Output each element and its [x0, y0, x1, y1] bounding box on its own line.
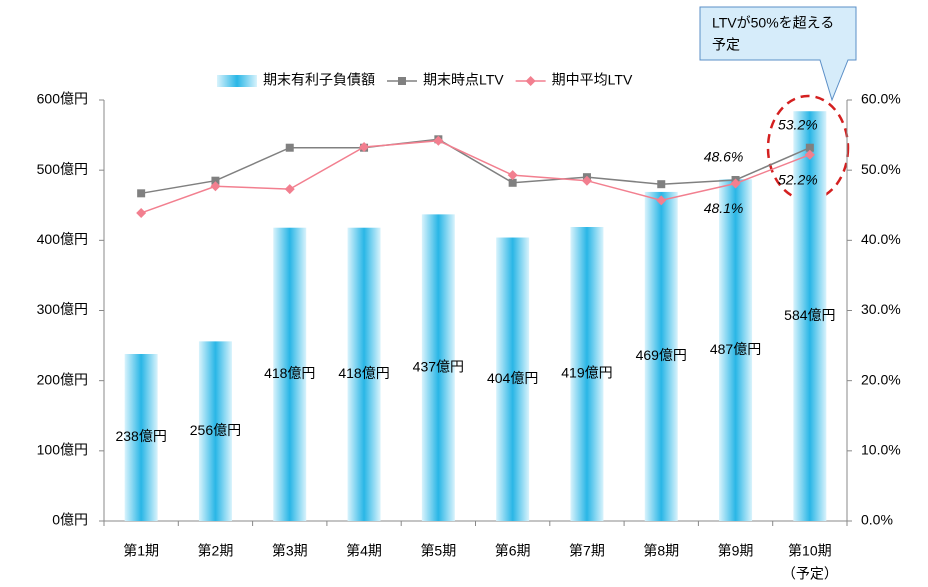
marker — [656, 195, 667, 206]
line — [141, 138, 811, 195]
bar-value-label: 404億円 — [487, 370, 538, 386]
y2-tick-label: 40.0% — [861, 231, 901, 247]
x-tick-label: 第1期 — [123, 543, 159, 559]
bar-value-label: 418億円 — [338, 365, 389, 381]
x-tick-label: 第10期 — [788, 543, 832, 559]
bar — [421, 214, 455, 521]
y2-tick-label: 10.0% — [861, 442, 901, 458]
bar-value-label: 418億円 — [264, 365, 315, 381]
bar — [124, 354, 158, 521]
bar-value-label: 419億円 — [561, 365, 612, 381]
y2-tick-label: 50.0% — [861, 161, 901, 177]
y2-tick-label: 0.0% — [861, 512, 893, 528]
x-tick-note: （予定） — [782, 566, 838, 582]
x-tick-label: 第5期 — [420, 543, 456, 559]
x-tick-label: 第3期 — [272, 543, 308, 559]
x-tick-label: 第2期 — [198, 543, 234, 559]
marker — [507, 170, 518, 181]
bar-value-label: 584億円 — [784, 307, 835, 323]
marker — [508, 178, 517, 187]
marker — [804, 149, 815, 160]
marker — [137, 189, 146, 198]
x-tick-label: 第4期 — [346, 543, 382, 559]
legend-label: 期末有利子負債額 — [263, 72, 375, 88]
line-value-label: 53.2% — [778, 116, 818, 132]
bar — [496, 237, 530, 521]
y-tick-label: 500億円 — [37, 161, 88, 177]
marker — [210, 181, 221, 192]
bar-value-label: 469億円 — [636, 347, 687, 363]
highlight-ellipse — [766, 94, 850, 202]
legend-marker — [525, 76, 536, 86]
marker — [805, 143, 814, 152]
callout-text: 予定 — [712, 37, 740, 53]
legend-marker — [398, 77, 406, 85]
callout: LTVが50%を超える 予定 — [699, 6, 857, 102]
callout-text: LTVが50%を超える — [712, 15, 834, 31]
legend-item: 期中平均LTV — [515, 72, 633, 88]
x-tick-label: 第6期 — [495, 543, 531, 559]
line — [140, 139, 811, 214]
legend-label: 期末時点LTV — [423, 72, 504, 88]
y-tick-label: 100億円 — [37, 442, 88, 458]
legend-item: 期末時点LTV — [387, 72, 504, 88]
y2-tick-label: 30.0% — [861, 301, 901, 317]
bar — [793, 111, 827, 521]
marker — [359, 142, 370, 153]
marker — [285, 143, 294, 152]
line-value-label: 48.1% — [704, 200, 744, 216]
marker — [284, 184, 295, 195]
bar — [273, 227, 307, 521]
marker — [657, 180, 666, 189]
marker — [136, 207, 147, 218]
bar-value-label: 238億円 — [115, 428, 166, 444]
legend-label: 期中平均LTV — [552, 72, 633, 88]
marker — [211, 176, 220, 185]
y-tick-label: 0億円 — [52, 512, 88, 528]
y-tick-label: 400億円 — [37, 231, 88, 247]
marker — [433, 135, 444, 146]
bar-value-label: 487億円 — [710, 341, 761, 357]
bar — [644, 191, 678, 521]
marker — [730, 178, 741, 189]
line-value-label: 52.2% — [778, 171, 818, 187]
bar — [198, 341, 232, 521]
y2-tick-label: 60.0% — [861, 91, 901, 107]
x-tick-label: 第9期 — [718, 543, 754, 559]
line-value-label: 48.6% — [704, 149, 744, 165]
bar-value-label: 437億円 — [413, 358, 464, 374]
y-tick-label: 200億円 — [37, 371, 88, 387]
legend-swatch — [217, 75, 257, 87]
x-tick-label: 第8期 — [643, 543, 679, 559]
legend-item: 期末有利子負債額 — [217, 72, 375, 88]
bar — [570, 227, 604, 522]
y-tick-label: 300億円 — [37, 301, 88, 317]
bar — [719, 179, 753, 521]
y-tick-label: 600億円 — [37, 91, 88, 107]
bar — [347, 227, 381, 521]
y2-tick-label: 20.0% — [861, 371, 901, 387]
x-tick-label: 第7期 — [569, 543, 605, 559]
bar-value-label: 256億円 — [190, 422, 241, 438]
marker — [581, 175, 592, 186]
